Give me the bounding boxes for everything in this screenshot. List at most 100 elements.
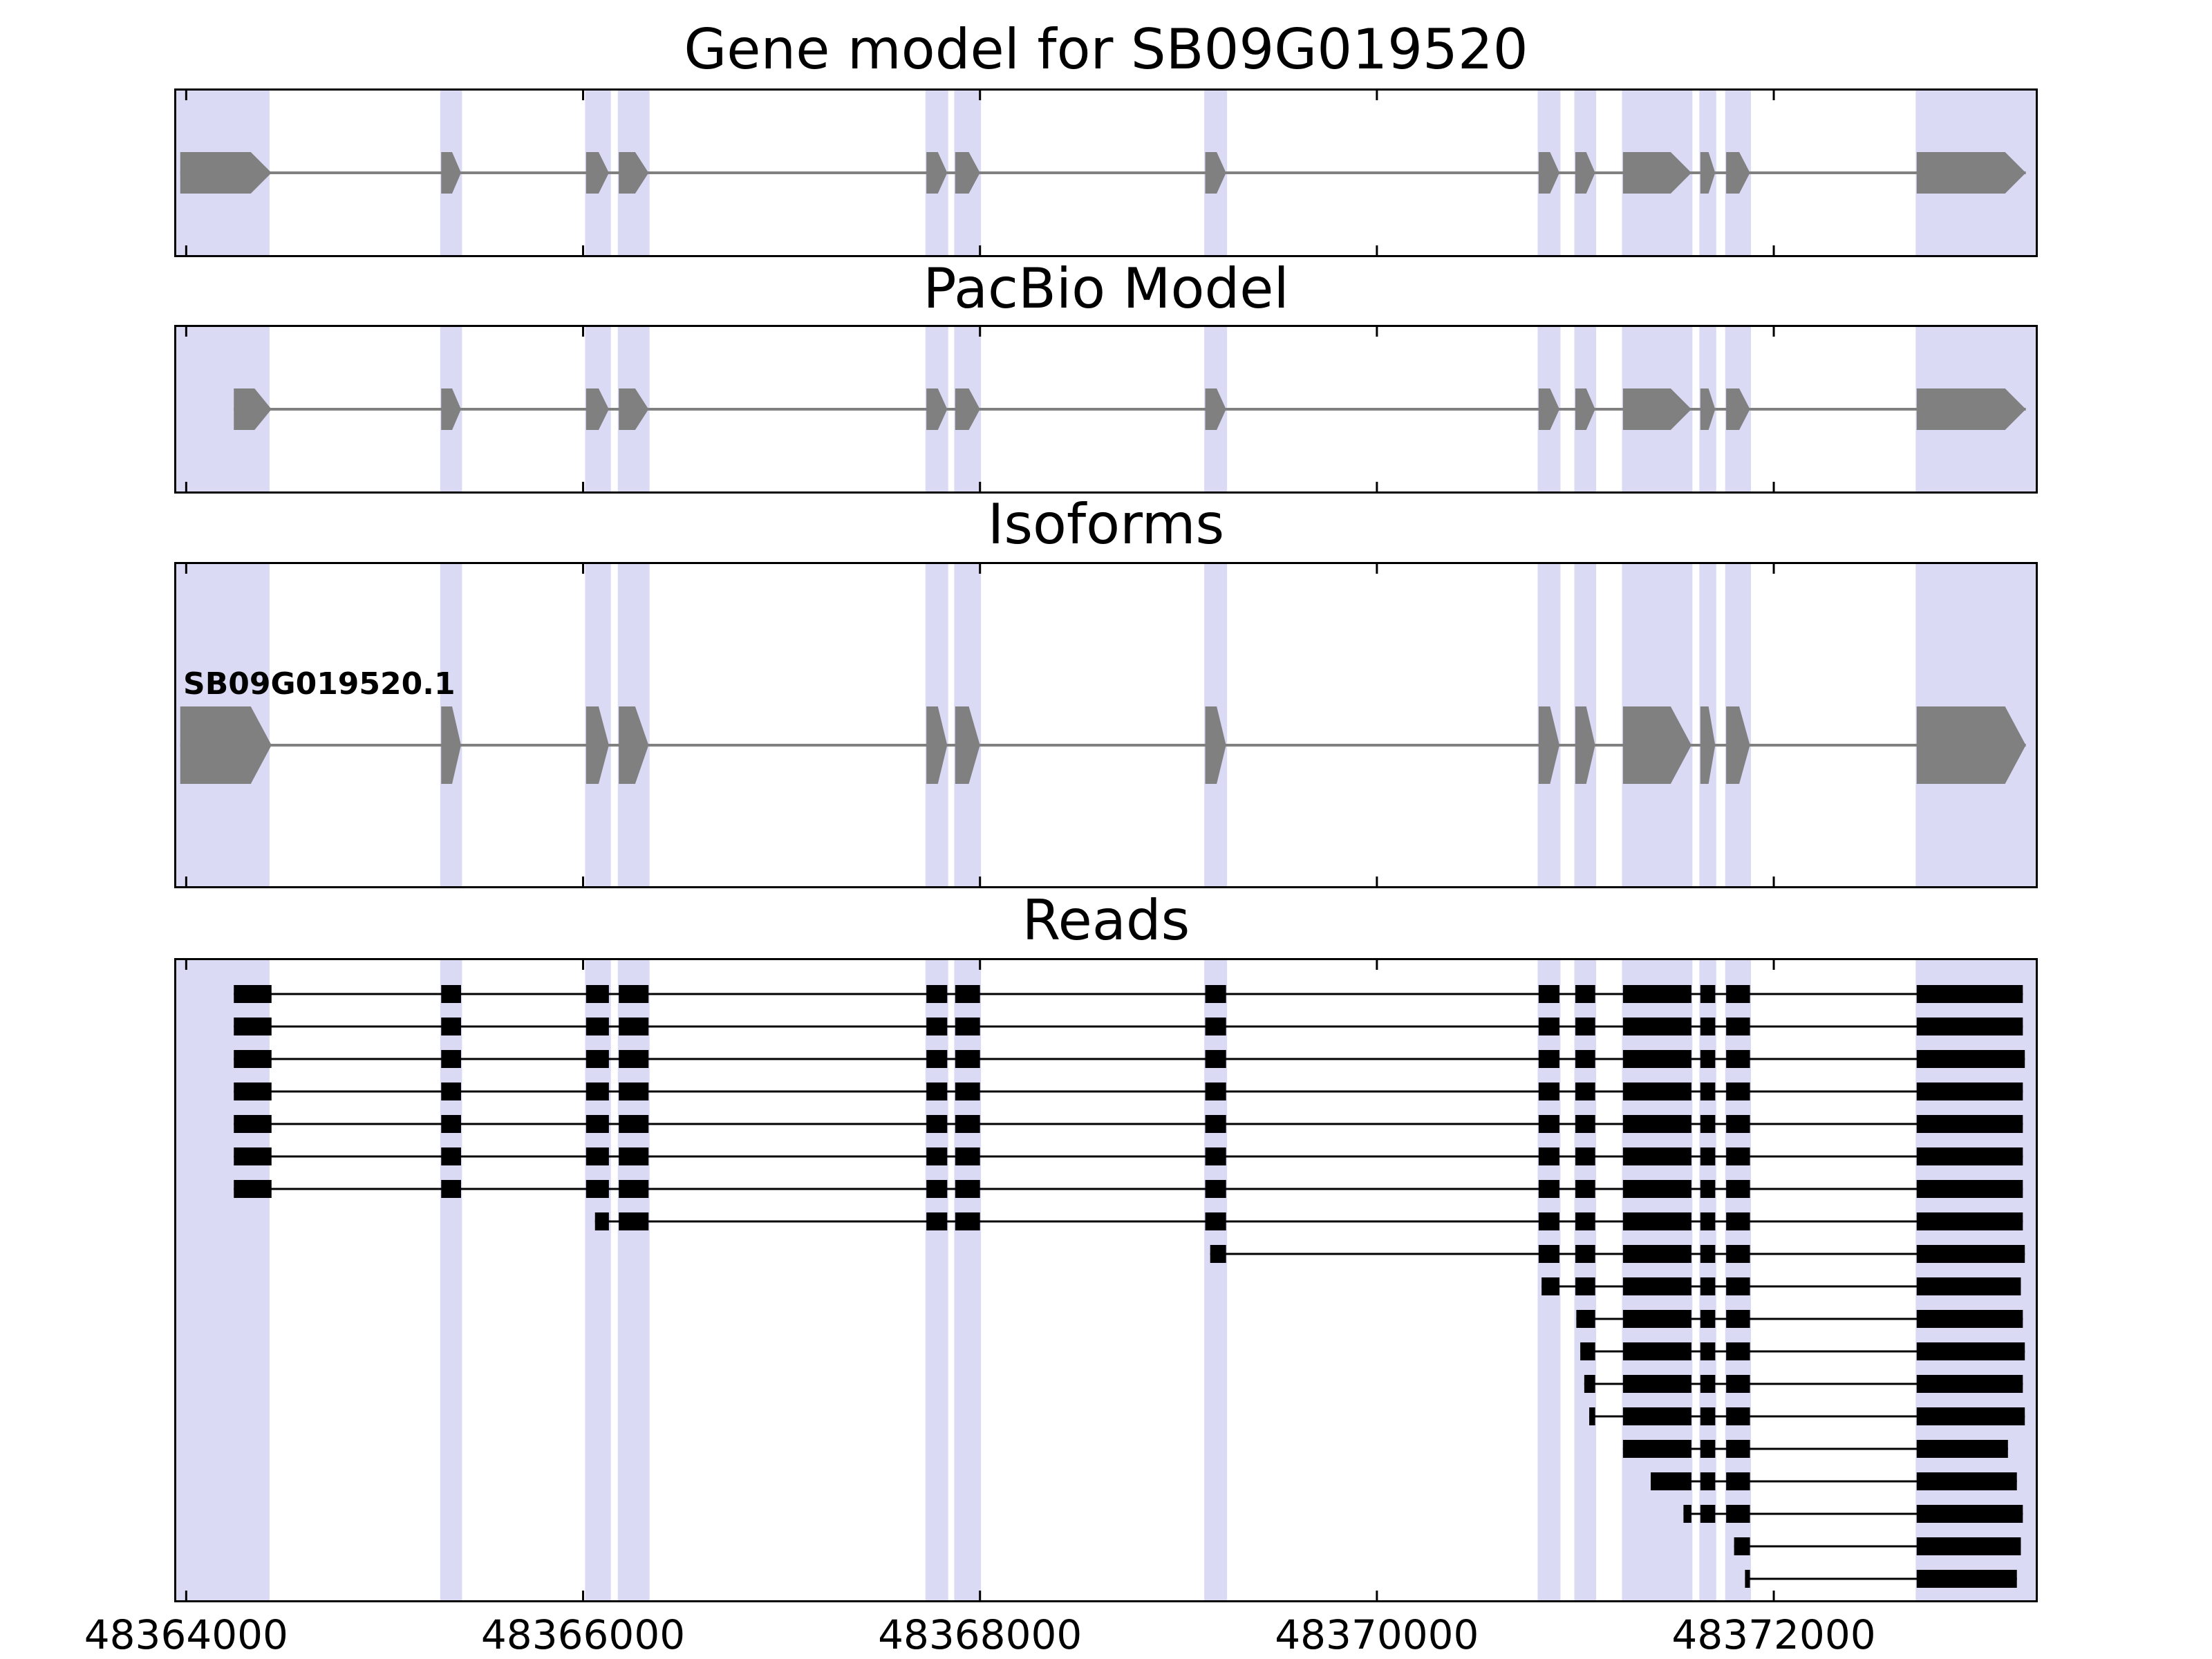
read-exon: [1726, 1407, 1750, 1425]
read-exon: [1575, 1050, 1595, 1068]
x-tick-label: 48368000: [878, 1611, 1082, 1658]
exon: [955, 706, 980, 784]
read-exon: [955, 1147, 980, 1165]
exon: [1700, 152, 1716, 194]
read-exon: [926, 1212, 948, 1230]
exon: [1538, 388, 1559, 430]
exon: [955, 388, 980, 430]
read-exon: [619, 1180, 649, 1198]
read-exon: [1700, 1245, 1716, 1263]
read-exon: [1700, 1180, 1716, 1198]
gene-model-track: [176, 91, 2036, 255]
read-exon: [1726, 1277, 1750, 1295]
read-exon: [1622, 1310, 1691, 1328]
read-exon: [585, 985, 609, 1003]
read-exon: [441, 1115, 461, 1133]
read-exon: [234, 1082, 272, 1100]
x-tick-label: 48364000: [84, 1611, 288, 1658]
read-exon: [1726, 1147, 1750, 1165]
exon: [1575, 152, 1595, 194]
exon: [1726, 152, 1750, 194]
read-exon: [1575, 1018, 1595, 1035]
read-exon: [1726, 1440, 1750, 1458]
read-exon: [1575, 1277, 1595, 1295]
exon: [955, 152, 980, 194]
exon: [619, 706, 649, 784]
read-exon: [1916, 1440, 2008, 1458]
read-exon: [1575, 1082, 1595, 1100]
read-exon: [1700, 1018, 1716, 1035]
read-exon: [1916, 1505, 2023, 1523]
read-exon: [1205, 1212, 1226, 1230]
read-exon: [926, 1115, 948, 1133]
exon: [1205, 706, 1226, 784]
read-exon: [1700, 1310, 1716, 1328]
read-exon: [1538, 1115, 1559, 1133]
panel-title-pacbio: PacBio Model: [923, 256, 1289, 321]
exon: [1575, 388, 1595, 430]
read-exon: [441, 1018, 461, 1035]
read-exon: [1726, 1472, 1750, 1490]
read-exon: [955, 1212, 980, 1230]
read-exon: [1575, 1147, 1595, 1165]
read-exon: [1622, 1440, 1691, 1458]
read-exon: [234, 1147, 272, 1165]
read-exon: [1538, 1050, 1559, 1068]
read-exon: [1205, 1050, 1226, 1068]
read-exon: [1734, 1537, 1750, 1555]
exon: [926, 388, 948, 430]
read-exon: [1916, 1277, 2021, 1295]
read-exon: [926, 985, 948, 1003]
exon: [926, 152, 948, 194]
read-exon: [234, 1180, 272, 1198]
read-exon: [1205, 1115, 1226, 1133]
read-exon: [234, 1115, 272, 1133]
exon: [1916, 152, 2026, 194]
read-exon: [619, 1115, 649, 1133]
read-exon: [585, 1147, 609, 1165]
exon: [234, 388, 272, 430]
read-exon: [1726, 1018, 1750, 1035]
exon: [619, 388, 649, 430]
read-exon: [619, 1082, 649, 1100]
read-exon: [1575, 1180, 1595, 1198]
read-exon: [1622, 1115, 1691, 1133]
read-exon: [234, 1018, 272, 1035]
read-exon: [1916, 1472, 2017, 1490]
exon: [585, 152, 609, 194]
read-exon: [619, 1212, 649, 1230]
read-exon: [1622, 1375, 1691, 1393]
exon: [1726, 706, 1750, 784]
read-exon: [1575, 1245, 1595, 1263]
read-exon: [1683, 1505, 1691, 1523]
read-exon: [955, 1115, 980, 1133]
read-exon: [926, 1050, 948, 1068]
exon: [1726, 388, 1750, 430]
read-exon: [1622, 1342, 1691, 1360]
read-exon: [441, 1082, 461, 1100]
read-exon: [955, 985, 980, 1003]
read-exon: [1916, 1407, 2025, 1425]
read-exon: [1205, 1082, 1226, 1100]
read-exon: [1700, 1505, 1716, 1523]
exon: [1622, 706, 1691, 784]
exon: [1205, 388, 1226, 430]
read-exon: [1538, 1082, 1559, 1100]
read-exon: [1916, 1147, 2023, 1165]
exon: [1538, 706, 1559, 784]
exon: [441, 706, 461, 784]
exon: [1622, 152, 1691, 194]
read-exon: [441, 985, 461, 1003]
read-exon: [1726, 1342, 1750, 1360]
panel-title-gene-model: Gene model for SB09G019520: [684, 17, 1528, 82]
read-exon: [1916, 985, 2023, 1003]
x-tick-label: 48372000: [1671, 1611, 1876, 1658]
read-exon: [1916, 1245, 2025, 1263]
read-exon: [1700, 1472, 1716, 1490]
exon: [926, 706, 948, 784]
read-exon: [585, 1082, 609, 1100]
read-exon: [1726, 1375, 1750, 1393]
isoforms-track: [176, 564, 2036, 886]
read-exon: [926, 1180, 948, 1198]
